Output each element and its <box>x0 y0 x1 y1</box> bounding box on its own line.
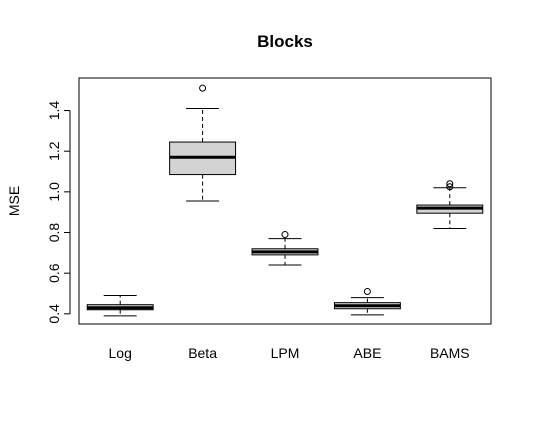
outlier-point <box>281 231 289 239</box>
boxes-group <box>86 84 484 317</box>
y-axis-label: MSE <box>6 186 22 216</box>
x-tick-label: Log <box>109 345 132 361</box>
box-beta <box>169 84 237 202</box>
x-tick-label: Beta <box>188 345 217 361</box>
x-axis-labels: Log Beta LPM ABE BAMS <box>109 345 470 361</box>
x-tick-label: ABE <box>353 345 381 361</box>
plot-frame <box>78 77 492 325</box>
y-tick-label: 1.2 <box>46 141 62 161</box>
chart-title: Blocks <box>257 32 313 51</box>
outlier-point <box>363 287 371 295</box>
y-tick-label: 0.6 <box>46 263 62 283</box>
box-abe <box>333 287 401 316</box>
y-tick-label: 0.8 <box>46 223 62 243</box>
box-log <box>86 295 154 317</box>
box-lpm <box>251 231 319 266</box>
outlier-point <box>446 183 454 191</box>
y-axis: 0.4 0.6 0.8 1.0 1.2 1.4 <box>46 101 71 324</box>
x-tick-label: BAMS <box>430 345 470 361</box>
y-tick-label: 1.4 <box>46 101 62 121</box>
outlier-point <box>446 180 454 188</box>
x-tick-label: LPM <box>271 345 300 361</box>
y-tick-label: 0.4 <box>46 304 62 324</box>
y-tick-label: 1.0 <box>46 182 62 202</box>
outlier-point <box>199 84 207 92</box>
box-bams <box>416 180 484 229</box>
